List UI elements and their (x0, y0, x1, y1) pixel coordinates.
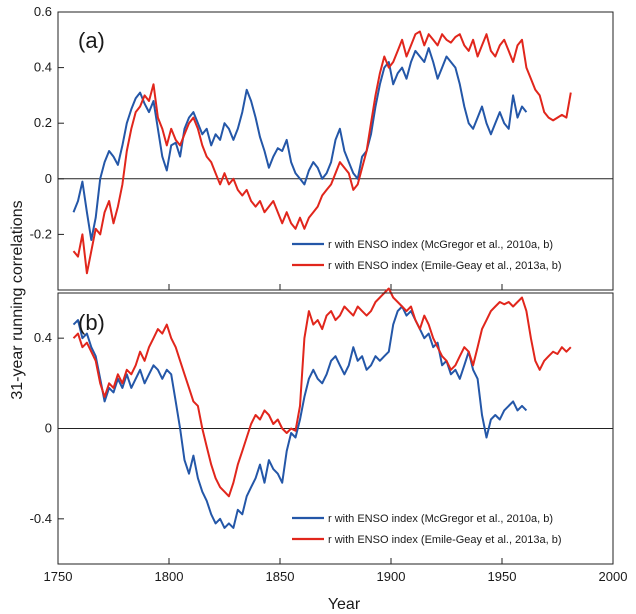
panel-b-legend: r with ENSO index (McGregor et al., 2010… (292, 513, 562, 546)
panel-b-xtick-label: 2000 (599, 569, 628, 584)
panel-b-plot-area: -0.4 0 0.4 1750 1800 1850 1900 1950 2000 (30, 287, 628, 584)
panel-b-series-red-line (72, 287, 572, 498)
panel-b-series-blue-line (72, 305, 528, 529)
x-axis-label: Year (328, 596, 361, 613)
panel-a: -0.2 0 0.2 0.4 0.6 (a) r with ENSO index (Mc… (30, 4, 614, 291)
panel-b: -0.4 0 0.4 1750 1800 1850 1900 1950 2000 (b) r w… (30, 287, 628, 584)
panel-b-xtick-label: 1850 (266, 569, 295, 584)
panel-b-ytick-label: -0.4 (30, 511, 52, 526)
panel-b-label: (b) (78, 310, 105, 335)
panel-a-ytick-label: 0.2 (34, 115, 52, 130)
panel-a-ytick-label: 0.4 (34, 60, 52, 75)
panel-a-legend-label-blue: r with ENSO index (McGregor et al., 2010… (328, 239, 553, 251)
panel-a-ytick-label: 0.6 (34, 4, 52, 19)
panel-b-xtick-label: 1950 (488, 569, 517, 584)
panel-b-legend-label-blue: r with ENSO index (McGregor et al., 2010… (328, 513, 553, 525)
panel-a-ytick-label: -0.2 (30, 226, 52, 241)
panel-a-series-red-line (72, 30, 572, 275)
panel-a-legend-label-red: r with ENSO index (Emile-Geay et al., 20… (328, 260, 562, 272)
panel-a-legend: r with ENSO index (McGregor et al., 2010… (292, 239, 562, 272)
panel-a-frame (57, 11, 614, 291)
panel-a-ytick-label: 0 (45, 171, 52, 186)
panel-b-ytick-label: 0 (45, 421, 52, 436)
panel-b-legend-label-red: r with ENSO index (Emile-Geay et al., 20… (328, 534, 562, 546)
panel-b-xtick-label: 1750 (44, 569, 73, 584)
y-axis-label: 31-year running correlations (9, 200, 26, 399)
panel-b-xtick-label: 1800 (155, 569, 184, 584)
panel-b-ytick-label: 0.4 (34, 330, 52, 345)
panel-a-label: (a) (78, 28, 105, 53)
panel-a-series-blue-line (72, 47, 528, 241)
panel-a-plot-area: -0.2 0 0.2 0.4 0.6 (30, 4, 614, 291)
panel-b-xtick-label: 1900 (377, 569, 406, 584)
